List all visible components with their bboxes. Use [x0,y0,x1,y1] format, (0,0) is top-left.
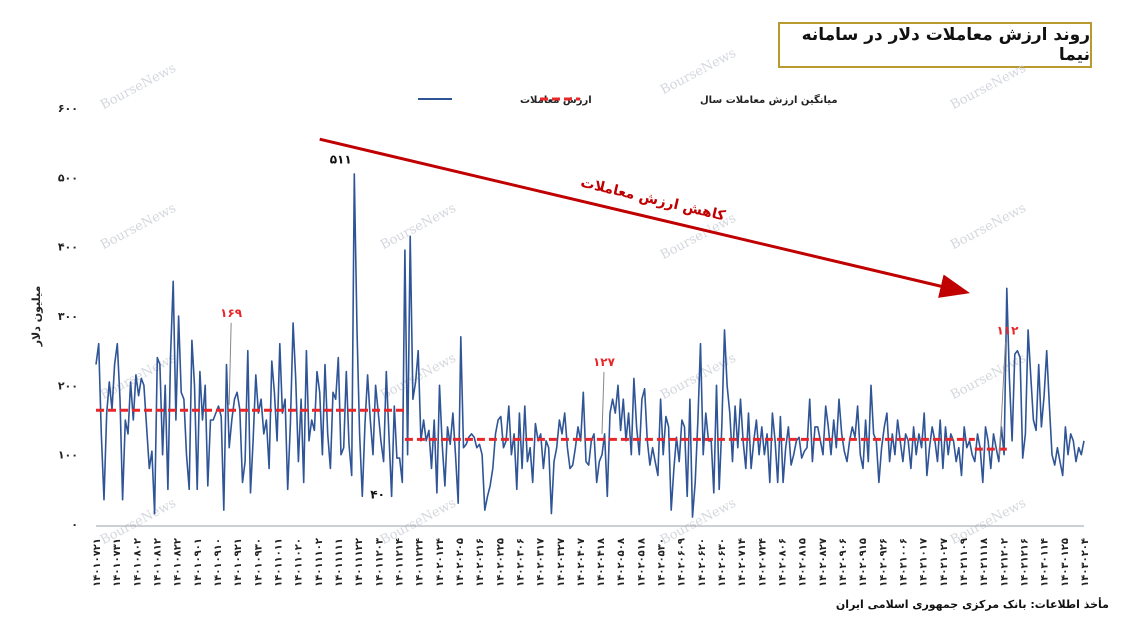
x-tick-label: ۱۴۰۲۰۱۲۴ [435,538,446,587]
x-tick-label: ۱۴۰۱۰۷۳۱ [112,538,123,587]
x-tick-label: ۱۴۰۲۰۹۰۶ [838,538,849,587]
x-tick-label: ۱۴۰۲۰۶۲۰ [697,538,708,587]
x-tick-label: ۱۴۰۱۰۹۳۰ [253,538,264,587]
x-tick-label: ۱۴۰۱۱۱۲۲ [354,538,365,587]
x-tick-label: ۱۴۰۳۰۱۲۵ [1060,538,1071,587]
x-tick-label: ۱۴۰۲۰۳۲۷ [556,538,567,587]
x-tick-label: ۱۴۰۲۱۰۱۷ [919,538,930,587]
x-tick-label: ۱۴۰۱۱۰۱۱ [273,538,284,587]
x-tick-label: ۱۴۰۲۰۷۲۴ [757,538,768,587]
x-tick-label: ۱۴۰۲۱۱۰۹ [959,538,970,587]
y-tick-label: ۳۰۰ [58,310,78,323]
x-tick-label: ۱۴۰۲۰۳۱۷ [536,538,547,587]
label-leader-line [998,342,1006,457]
chart-title: روند ارزش معاملات دلار در سامانه نیما [801,25,1090,65]
watermark-text: BourseNews [948,61,1029,113]
watermark-text: BourseNews [658,46,739,98]
data-source-note: مأخذ اطلاعات: بانک مرکزی جمهوری اسلامی ا… [835,598,1109,611]
legend-label-average: میانگین ارزش معاملات سال [700,93,838,106]
x-tick-label: ۱۴۰۲۰۹۲۶ [878,538,889,587]
x-tick-label: ۱۴۰۱۰۷۲۱ [92,538,103,587]
y-tick-label: ۲۰۰ [58,379,78,392]
x-tick-label: ۱۴۰۲۱۲۱۶ [1020,538,1031,587]
x-tick-label: ۱۴۰۲۰۸۰۶ [778,538,789,587]
x-tick-label: ۱۴۰۱۱۲۲۴ [415,538,426,587]
x-tick-label: ۱۴۰۲۰۵۰۸ [616,538,627,587]
x-tick-label: ۱۴۰۱۰۹۱۰ [213,538,224,587]
x-tick-label: ۱۴۰۲۰۲۱۶ [475,538,486,587]
x-tick-label: ۱۴۰۱۰۸۱۲ [152,538,163,587]
y-tick-label: ۰ [71,518,78,531]
y-tick-label: ۴۰۰ [58,241,78,254]
data-label: ۱۲۷ [593,355,616,369]
x-tick-label: ۱۴۰۲۱۰۰۶ [899,538,910,587]
watermark-text: BourseNews [98,201,179,253]
x-tick-label: ۱۴۰۲۰۵۳۰ [657,538,668,587]
data-label: ۴۰ [370,487,385,501]
x-tick-label: ۱۴۰۲۰۸۱۵ [798,538,809,587]
chart-title-box: روند ارزش معاملات دلار در سامانه نیما [778,22,1092,68]
x-tick-label: ۱۴۰۱۱۱۱۱ [334,538,345,587]
x-tick-label: ۱۴۰۲۰۸۲۷ [818,538,829,587]
y-axis-label: میلیون دلار [30,286,43,348]
x-tick-label: ۱۴۰۲۱۰۲۷ [939,538,950,587]
watermark-text: BourseNews [98,61,179,113]
x-tick-label: ۱۴۰۳۰۱۱۴ [1040,538,1051,587]
x-tick-label: ۱۴۰۱۰۸۰۲ [132,538,143,587]
x-tick-label: ۱۴۰۲۰۴۰۷ [576,538,587,587]
x-tick-label: ۱۴۰۱۰۹۰۱ [193,538,204,587]
watermark-text: BourseNews [378,201,459,253]
x-tick-label: ۱۴۰۲۰۶۳۰ [717,538,728,587]
x-tick-label: ۱۴۰۱۱۲۰۳ [374,538,385,587]
x-tick-label: ۱۴۰۲۰۶۰۹ [677,538,688,587]
x-tick-label: ۱۴۰۱۱۲۱۴ [394,538,405,587]
x-tick-label: ۱۴۰۲۱۲۰۲ [999,538,1010,587]
data-label: ۵۱۱ [330,153,352,167]
label-leader-line [601,371,605,434]
watermark-text: BourseNews [948,351,1029,403]
series-line-trade-value [95,173,1085,518]
y-tick-label: ۱۰۰ [58,449,78,462]
x-tick-label: ۱۴۰۱۱۱۰۲ [314,538,325,587]
x-tick-label: ۱۴۰۲۰۲۲۵ [495,538,506,587]
x-tick-label: ۱۴۰۲۰۴۱۸ [596,538,607,587]
x-tick-label: ۱۴۰۱۱۰۲۰ [294,538,305,587]
data-label: ۱۱۲ [996,323,1019,337]
x-tick-label: ۱۴۰۲۰۲۰۵ [455,538,466,587]
x-tick-label: ۱۴۰۱۰۹۲۱ [233,538,244,587]
x-tick-label: ۱۴۰۲۰۳۰۶ [515,538,526,587]
data-label: ۱۶۹ [220,306,243,320]
decline-trend-arrow [319,137,971,298]
y-tick-label: ۵۰۰ [58,171,78,184]
x-tick-label: ۱۴۰۲۰۷۱۴ [737,538,748,587]
watermark-text: BourseNews [948,201,1029,253]
x-tick-label: ۱۴۰۳۰۲۰۴ [1080,538,1091,587]
label-leader-line [228,322,232,405]
x-tick-label: ۱۴۰۲۱۱۱۸ [979,538,990,587]
y-tick-label: ۶۰۰ [58,102,78,115]
x-tick-label: ۱۴۰۲۰۹۱۵ [858,538,869,587]
x-tick-label: ۱۴۰۱۰۸۲۲ [173,538,184,587]
x-tick-label: ۱۴۰۲۰۵۱۸ [636,538,647,587]
